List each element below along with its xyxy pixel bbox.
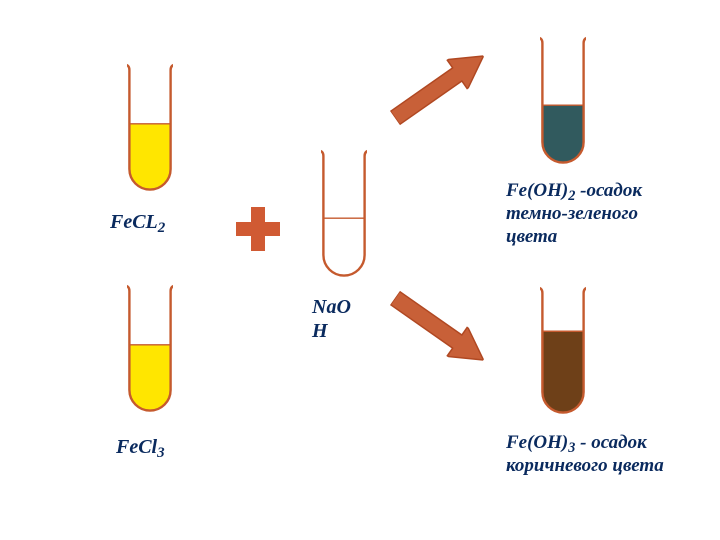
label-feoh2-formula: Fe(OH) [506,180,568,201]
tube-fecl3-liquid [129,345,170,411]
label-fecl2-formula: FeCL [110,211,158,233]
tube-feoh2 [540,35,586,165]
label-feoh3: Fe(OH)3 - осадок коричневого цвета [506,432,686,478]
label-fecl3-subscript: 3 [157,445,165,461]
label-feoh3-formula: Fe(OH) [506,432,568,453]
plus-icon [236,207,280,251]
tube-feoh2-liquid [542,105,583,162]
label-naoh-formula: NaO [312,296,351,318]
tube-fecl3 [127,283,173,413]
label-feoh2: Fe(OH)2 -осадок темно-зеленого цвета [506,180,686,248]
label-naoh: NaOH [312,295,366,343]
tube-fecl2-liquid [129,124,170,190]
arrow-to-feoh3 [385,283,494,374]
label-feoh2-subscript: 2 [568,188,575,204]
tube-naoh-liquid [323,218,364,275]
tube-naoh [321,148,367,278]
tube-feoh3-liquid [542,331,583,412]
tube-fecl2 [127,62,173,192]
label-feoh3-sep: - [575,432,591,453]
label-naoh-line2: H [312,320,328,342]
label-feoh3-subscript: 3 [568,440,575,456]
label-fecl2-subscript: 2 [158,220,166,236]
label-fecl3-formula: FeCl [116,436,157,458]
label-fecl2: FeCL2 [110,210,165,234]
label-feoh2-sep: - [575,180,586,201]
arrow-to-feoh2 [385,41,494,132]
label-fecl3: FeCl3 [116,435,165,459]
tube-feoh3 [540,285,586,415]
